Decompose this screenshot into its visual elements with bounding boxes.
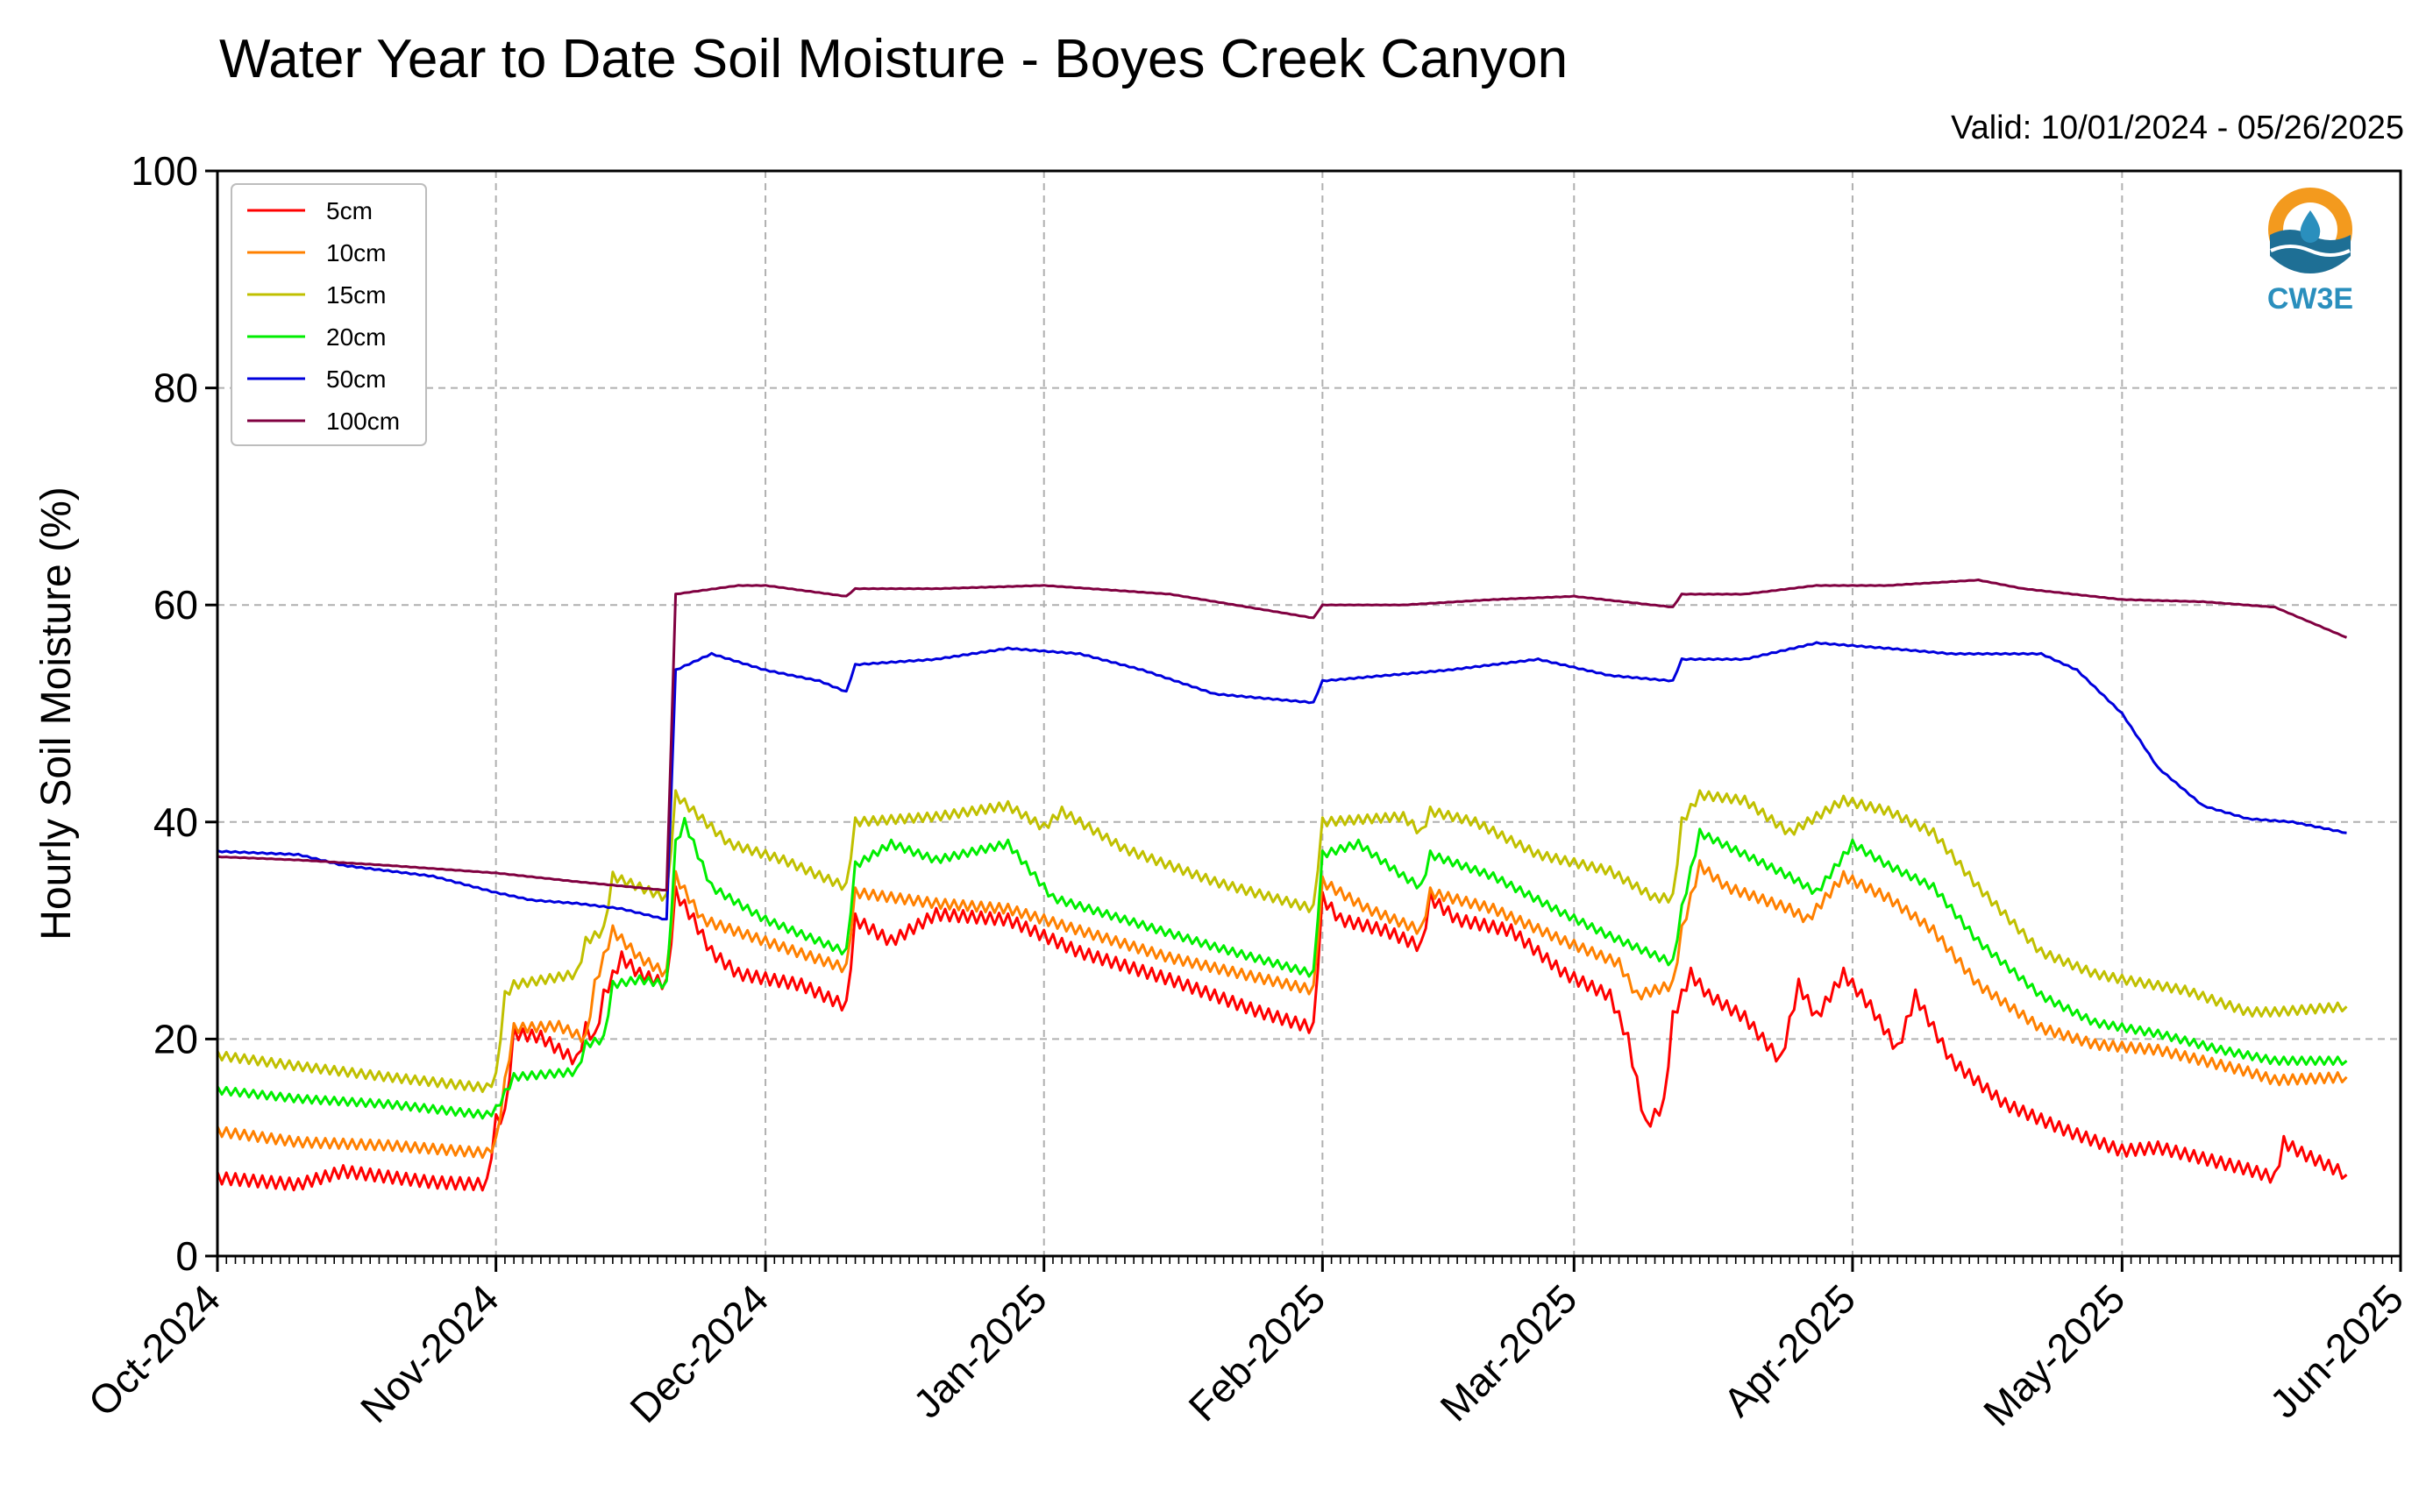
x-tick-label: Feb-2025: [1179, 1275, 1334, 1430]
logo-text: CW3E: [2267, 282, 2353, 316]
cw3e-logo: CW3E: [2267, 188, 2353, 316]
legend-label-100cm: 100cm: [326, 408, 400, 435]
y-tick-label: 60: [153, 582, 198, 628]
legend-label-10cm: 10cm: [326, 239, 386, 266]
logo-wave-line-icon: [2270, 245, 2351, 257]
x-tick-label: Jun-2025: [2261, 1275, 2412, 1426]
x-tick-label: Nov-2024: [352, 1275, 508, 1431]
plot-frame: [216, 169, 2402, 1258]
legend-label-20cm: 20cm: [326, 323, 386, 351]
y-tick-label: 40: [153, 799, 198, 845]
axis-ticks: [205, 169, 2402, 1272]
tick-labels: 0 20 40 60 80 100 Oct-2024 Nov-2024 Dec-2024 Jan-…: [80, 148, 2413, 1435]
logo-drop-icon: [2300, 210, 2321, 243]
valid-date-range: Valid: 10/01/2024 - 05/26/2025: [1951, 110, 2404, 146]
y-tick-label: 20: [153, 1016, 198, 1061]
y-axis-label: Hourly Soil Moisture (%): [33, 486, 80, 940]
series-line-5cm: [216, 885, 2348, 1192]
x-tick-label: May-2025: [1974, 1275, 2133, 1434]
chart-title: Water Year to Date Soil Moisture - Boyes…: [219, 29, 1569, 89]
series-line-50cm: [217, 641, 2347, 921]
y-tick-label: 100: [131, 148, 198, 194]
series-line-100cm: [217, 579, 2348, 891]
grid-lines: [217, 171, 2401, 1256]
series-line-20cm: [216, 817, 2348, 1120]
y-tick-label: 80: [153, 366, 198, 411]
x-tick-label: Jan-2025: [904, 1275, 1055, 1426]
series-lines: [216, 579, 2348, 1192]
legend-label-5cm: 5cm: [326, 197, 373, 224]
y-tick-label: 0: [175, 1233, 198, 1279]
series-line-15cm: [216, 789, 2348, 1093]
legend: 5cm 10cm 15cm 20cm 50cm 100cm: [231, 183, 427, 446]
x-tick-label: Mar-2025: [1431, 1275, 1585, 1430]
legend-label-50cm: 50cm: [326, 366, 386, 393]
x-tick-label: Apr-2025: [1714, 1275, 1864, 1425]
x-tick-label: Dec-2024: [621, 1275, 777, 1431]
legend-label-15cm: 15cm: [326, 281, 386, 309]
series-line-10cm: [216, 859, 2348, 1160]
x-tick-label: Oct-2024: [80, 1275, 230, 1425]
